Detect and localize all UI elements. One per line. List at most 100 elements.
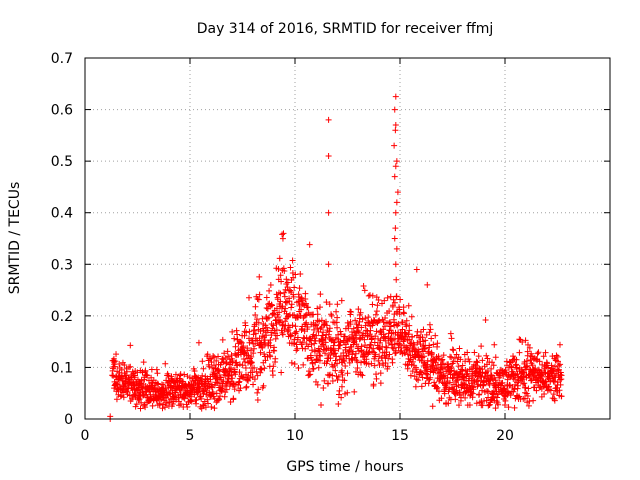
data-point: [263, 294, 270, 301]
data-point: [421, 360, 428, 367]
data-point: [242, 322, 249, 329]
data-point: [408, 313, 415, 320]
data-point: [279, 231, 286, 238]
data-point: [444, 374, 451, 381]
data-point: [367, 327, 374, 334]
data-point: [341, 358, 348, 365]
data-point: [335, 373, 342, 380]
data-point: [213, 357, 220, 364]
data-point: [265, 314, 272, 321]
data-point: [291, 329, 298, 336]
data-point: [246, 374, 253, 381]
data-point: [334, 301, 341, 308]
data-point: [195, 339, 202, 346]
data-point: [255, 296, 262, 303]
data-point: [325, 116, 332, 123]
data-point: [461, 381, 468, 388]
data-point: [521, 395, 528, 402]
data-point: [188, 393, 195, 400]
data-point: [302, 290, 309, 297]
data-point: [326, 301, 333, 308]
data-point: [408, 361, 415, 368]
data-point: [529, 362, 536, 369]
data-point: [231, 386, 238, 393]
data-point: [140, 392, 147, 399]
data-point: [393, 199, 400, 206]
data-point: [325, 261, 332, 268]
data-point: [305, 343, 312, 350]
data-point: [194, 390, 201, 397]
data-point: [545, 364, 552, 371]
data-point: [338, 394, 345, 401]
data-point: [483, 397, 490, 404]
data-point: [141, 376, 148, 383]
data-point: [357, 309, 364, 316]
data-point: [387, 323, 394, 330]
data-point: [452, 396, 459, 403]
data-point: [446, 379, 453, 386]
data-point: [371, 339, 378, 346]
data-point: [300, 301, 307, 308]
data-point: [140, 359, 147, 366]
data-point: [307, 371, 314, 378]
data-point: [490, 362, 497, 369]
data-point: [237, 338, 244, 345]
data-point: [375, 357, 382, 364]
data-point: [276, 255, 283, 262]
y-tick-label: 0: [64, 412, 73, 428]
data-point: [419, 374, 426, 381]
data-point: [329, 377, 336, 384]
data-point: [413, 376, 420, 383]
data-point: [296, 302, 303, 309]
data-point: [360, 330, 367, 337]
data-point: [270, 322, 277, 329]
data-point: [521, 380, 528, 387]
data-point: [424, 281, 431, 288]
data-point: [242, 365, 249, 372]
data-point: [261, 365, 268, 372]
data-point: [557, 381, 564, 388]
data-point: [172, 371, 179, 378]
x-axis-label: GPS time / hours: [286, 459, 403, 475]
data-point: [528, 377, 535, 384]
data-point: [513, 356, 520, 363]
data-point: [428, 350, 435, 357]
data-point: [522, 337, 529, 344]
data-point: [465, 356, 472, 363]
data-point: [295, 291, 302, 298]
y-axis-label: SRMTID / TECUs: [7, 182, 23, 295]
data-point: [415, 346, 422, 353]
data-point: [159, 405, 166, 412]
data-point: [367, 341, 374, 348]
data-point: [405, 331, 412, 338]
data-point: [469, 390, 476, 397]
data-point: [325, 351, 332, 358]
data-point: [278, 369, 285, 376]
data-point: [392, 122, 399, 129]
data-point: [424, 371, 431, 378]
data-point: [522, 384, 529, 391]
data-point: [478, 343, 485, 350]
x-tick-label: 15: [391, 428, 409, 444]
data-point: [281, 293, 288, 300]
data-point: [246, 294, 253, 301]
data-point: [219, 336, 226, 343]
data-point: [395, 320, 402, 327]
data-point: [476, 391, 483, 398]
data-point: [482, 316, 489, 323]
data-point: [396, 311, 403, 318]
data-point: [420, 326, 427, 333]
data-point: [403, 317, 410, 324]
data-point: [557, 369, 564, 376]
data-point: [127, 342, 134, 349]
data-point: [525, 385, 532, 392]
data-point: [351, 337, 358, 344]
data-point: [196, 385, 203, 392]
data-point: [389, 344, 396, 351]
data-point: [229, 375, 236, 382]
data-point: [217, 393, 224, 400]
data-point: [272, 335, 279, 342]
data-point: [551, 397, 558, 404]
data-point: [454, 376, 461, 383]
